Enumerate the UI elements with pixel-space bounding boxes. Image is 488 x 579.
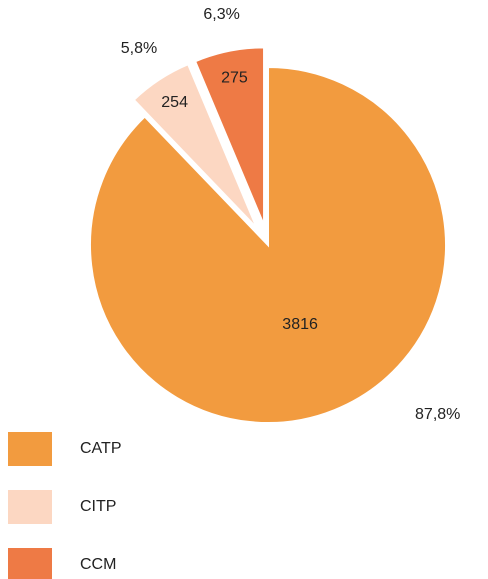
percent-label: 5,8% [121, 40, 157, 57]
legend-label: CATP [80, 440, 121, 457]
legend-swatch [8, 432, 52, 466]
value-label: 275 [221, 70, 248, 87]
legend-swatch [8, 548, 52, 579]
legend-label: CITP [80, 498, 116, 515]
pie-slice [193, 46, 266, 226]
value-label: 254 [161, 94, 188, 111]
legend-label: CCM [80, 556, 116, 573]
pie-slice [89, 65, 447, 424]
percent-label: 87,8% [415, 406, 460, 423]
percent-label: 6,3% [203, 6, 239, 23]
pie-slice [132, 62, 258, 229]
legend-swatch [8, 490, 52, 524]
value-label: 3816 [282, 316, 318, 333]
